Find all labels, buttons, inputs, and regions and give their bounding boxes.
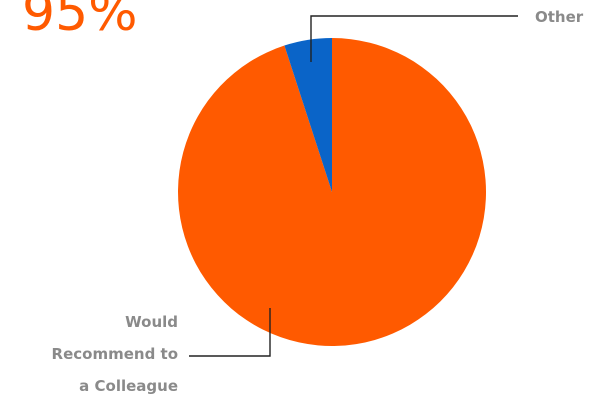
headline-percentage: 95% [22,0,138,43]
leader-line-recommend [189,308,271,357]
slice-label-other: Other [535,8,584,26]
pie-slice-recommend [178,38,487,346]
pie-callouts: Would Recommend to a Colleague Other [52,8,584,395]
leader-line-other [310,15,518,62]
slice-label-recommend: Recommend to [52,345,178,363]
slice-label-recommend: a Colleague [79,377,178,395]
pie-slices [178,38,487,346]
pie-slice-other [284,38,332,192]
slice-label-recommend: Would [125,313,178,331]
